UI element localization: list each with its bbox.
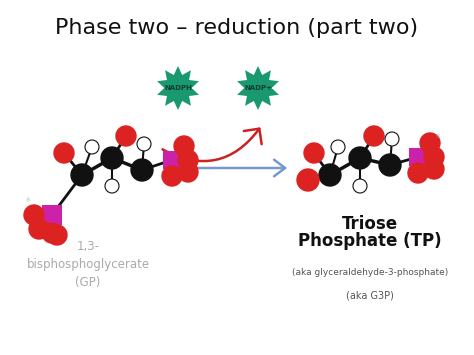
Text: Phosphate (TP): Phosphate (TP) bbox=[298, 232, 442, 250]
Bar bbox=[409, 148, 427, 166]
Circle shape bbox=[379, 154, 401, 176]
Circle shape bbox=[105, 179, 119, 193]
Text: bisphosphoglycerate: bisphosphoglycerate bbox=[27, 258, 150, 271]
Circle shape bbox=[71, 164, 93, 186]
FancyArrowPatch shape bbox=[163, 129, 262, 161]
Polygon shape bbox=[157, 66, 199, 110]
Text: NADPH: NADPH bbox=[164, 85, 192, 91]
Text: 1,3-: 1,3- bbox=[76, 240, 100, 253]
Bar bbox=[42, 205, 62, 225]
Text: (GP): (GP) bbox=[75, 276, 100, 289]
Circle shape bbox=[319, 164, 341, 186]
Text: ®: ® bbox=[436, 135, 440, 140]
Text: Phase two – reduction (part two): Phase two – reduction (part two) bbox=[55, 18, 419, 38]
Circle shape bbox=[101, 147, 123, 169]
Circle shape bbox=[42, 223, 62, 243]
Polygon shape bbox=[237, 66, 279, 110]
Circle shape bbox=[131, 159, 153, 181]
Text: (aka G3P): (aka G3P) bbox=[346, 290, 394, 300]
Text: (aka glyceraldehyde-3-phosphate): (aka glyceraldehyde-3-phosphate) bbox=[292, 268, 448, 277]
Circle shape bbox=[174, 136, 194, 156]
Circle shape bbox=[385, 132, 399, 146]
Circle shape bbox=[408, 163, 428, 183]
Circle shape bbox=[424, 147, 444, 167]
Text: ®: ® bbox=[26, 198, 30, 203]
Circle shape bbox=[162, 166, 182, 186]
Circle shape bbox=[349, 147, 371, 169]
Text: NADP+: NADP+ bbox=[244, 85, 272, 91]
Circle shape bbox=[178, 150, 198, 170]
Circle shape bbox=[420, 133, 440, 153]
FancyArrowPatch shape bbox=[178, 160, 285, 176]
Circle shape bbox=[137, 137, 151, 151]
Circle shape bbox=[297, 169, 319, 191]
Bar bbox=[163, 151, 181, 169]
Circle shape bbox=[353, 179, 367, 193]
Circle shape bbox=[85, 140, 99, 154]
Circle shape bbox=[304, 143, 324, 163]
Circle shape bbox=[24, 205, 44, 225]
Circle shape bbox=[29, 219, 49, 239]
Circle shape bbox=[47, 225, 67, 245]
Text: Triose: Triose bbox=[342, 215, 398, 233]
Circle shape bbox=[364, 126, 384, 146]
Circle shape bbox=[178, 162, 198, 182]
Circle shape bbox=[54, 143, 74, 163]
Circle shape bbox=[424, 159, 444, 179]
Circle shape bbox=[116, 126, 136, 146]
Circle shape bbox=[331, 140, 345, 154]
